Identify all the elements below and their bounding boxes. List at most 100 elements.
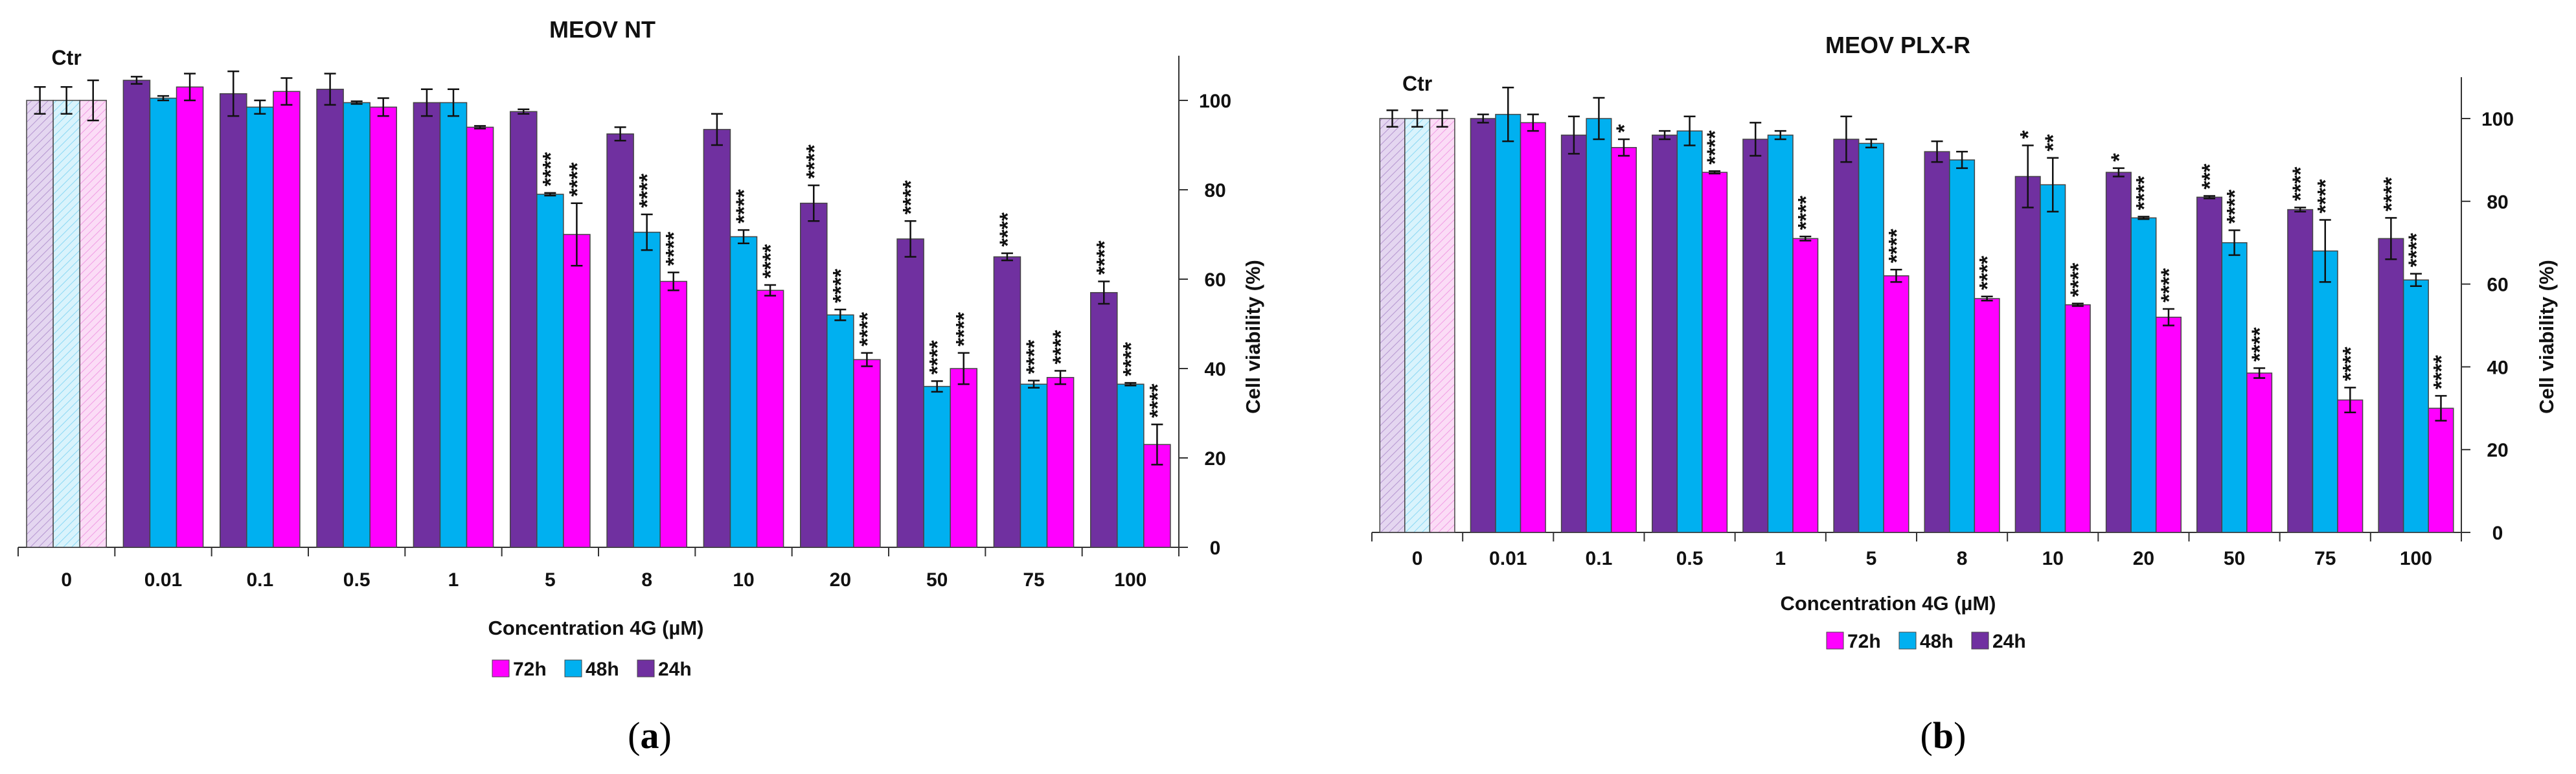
chart-b-x-tick-label: 5: [1866, 548, 1877, 569]
chart-a-errorbar-24h-3: [324, 73, 336, 106]
chart-b-bar-72h-3: [1702, 172, 1728, 533]
chart-a-sig-48h-5: ****: [538, 152, 563, 187]
chart-a-errorbar-24h-5: [518, 108, 530, 115]
chart-b-y-tick-label: 60: [2487, 275, 2508, 296]
chart-b-errorbar-48h-4: [1774, 130, 1786, 141]
chart-a-legend-label-24h: 24h: [658, 659, 692, 680]
chart-a-caption: (a): [628, 714, 672, 757]
chart-b-errorbar-72h-4: [1799, 235, 1812, 242]
chart-b-bar-72h-9: [2246, 372, 2273, 533]
chart-b-y-tick-label: 80: [2487, 192, 2508, 213]
chart-a-bar-24h-2: [219, 93, 247, 548]
chart-b-legend-item-48h: 48h: [1898, 631, 1954, 652]
chart-a-bar-24h-3: [316, 89, 344, 548]
chart-b-bar-48h-10: [2312, 250, 2338, 533]
chart-b-sig-24h-8: *: [2107, 153, 2132, 162]
chart-a-bar-72h-10: [1046, 377, 1075, 548]
chart-a-bar-48h-0: [52, 100, 80, 548]
chart-b-errorbar-72h-10: [2344, 387, 2356, 413]
chart-b-x-tick-label: 100: [2400, 548, 2432, 569]
chart-a-bar-48h-3: [343, 102, 370, 548]
chart-a-xlabel: Concentration 4G (µM): [488, 617, 703, 639]
chart-b-bar-48h-4: [1767, 134, 1794, 533]
chart-a-title: MEOV NT: [549, 16, 655, 43]
chart-b-legend-swatch-72h: [1826, 632, 1844, 650]
chart-a-errorbar-24h-6: [614, 126, 626, 142]
chart-b-y-tick-label: 0: [2492, 523, 2503, 544]
chart-a-y-tick-label: 0: [1210, 538, 1221, 559]
chart-a-sig-72h-5: ****: [565, 162, 589, 197]
chart-b-bar-24h-1: [1470, 118, 1496, 533]
chart-b-errorbar-24h-5: [1840, 115, 1852, 163]
chart-b-sig-72h-5: ****: [1884, 229, 1909, 264]
chart-b-sig-48h-11: ****: [2404, 233, 2429, 267]
chart-a-bar-24h-10: [993, 256, 1021, 548]
chart-b-sig-48h-9: ****: [2223, 189, 2248, 224]
chart-a-bar-72h-3: [369, 106, 398, 548]
chart-b-sig-72h-7: ****: [2066, 262, 2091, 297]
chart-a-sig-72h-10: ****: [1049, 330, 1073, 365]
chart-b-errorbar-48h-3: [1683, 115, 1696, 146]
chart-a-errorbar-48h-8: [834, 308, 847, 321]
chart-b-errorbar-48h-8: [2137, 216, 2150, 220]
chart-a-ylabel: Cell viability (%): [1242, 260, 1264, 414]
chart-b-errorbar-48h-10: [2319, 219, 2331, 283]
chart-b-errorbar-72h-8: [2162, 308, 2174, 326]
chart-b-bar-72h-7: [2064, 304, 2091, 533]
chart-b-xlabel: Concentration 4G (µM): [1780, 592, 1996, 615]
chart-a-sig-24h-11: ****: [1092, 240, 1117, 275]
chart-a-bar-72h-9: [950, 368, 978, 548]
chart-b-errorbar-24h-1: [1477, 113, 1489, 124]
chart-b-bar-48h-3: [1676, 130, 1703, 533]
chart-b-bar-24h-8: [2105, 172, 2132, 533]
chart-b-errorbar-72h-5: [1890, 268, 1902, 283]
chart-b-x-tick-label: 1: [1775, 548, 1786, 569]
chart-b-caption-letter: b: [1933, 714, 1954, 757]
chart-a-errorbar-72h-10: [1054, 370, 1067, 385]
chart-a-bar-48h-11: [1117, 383, 1145, 548]
chart-b-x-tick-label: 75: [2314, 548, 2336, 569]
chart-a-x-tick-label: 8: [641, 569, 652, 591]
chart-a-errorbar-48h-4: [448, 88, 459, 117]
chart-a-bar-48h-1: [149, 97, 177, 548]
chart-a-x-tick-label: 1: [448, 569, 459, 591]
chart-a-legend: 72h 48h 24h: [492, 659, 692, 680]
chart-b-bar-48h-11: [2402, 279, 2429, 533]
chart-b-legend-swatch-24h: [1971, 632, 1989, 650]
chart-b-legend-label-72h: 72h: [1847, 631, 1881, 652]
chart-a-bar-48h-9: [923, 385, 951, 548]
chart-b-ylabel: Cell viability (%): [2535, 260, 2558, 414]
chart-b-bar-72h-2: [1610, 146, 1637, 533]
chart-b-x-tick-label: 0: [1412, 548, 1423, 569]
chart-b-sig-72h-8: ****: [2157, 267, 2182, 302]
chart-b-bar-48h-0: [1404, 118, 1431, 533]
chart-a-x-tick-label: 0: [61, 569, 72, 591]
chart-b-bar-24h-4: [1742, 139, 1769, 533]
chart-a-errorbar-72h-0: [87, 79, 99, 122]
chart-b-bar-48h-9: [2221, 242, 2248, 533]
chart-a-errorbar-48h-10: [1028, 380, 1040, 389]
chart-a-x-tick-label: 5: [545, 569, 556, 591]
chart-a-bar-72h-4: [466, 126, 494, 548]
chart-b-errorbar-48h-1: [1502, 86, 1514, 142]
chart-a-legend-swatch-72h: [492, 659, 510, 677]
chart-a-errorbar-24h-7: [711, 113, 723, 146]
chart-a-sig-48h-10: ****: [1022, 339, 1047, 374]
chart-a-bar-48h-6: [633, 231, 661, 548]
chart-a-sig-48h-6: ****: [635, 173, 660, 208]
chart-a-bar-24h-4: [413, 102, 441, 548]
chart-b-sig-72h-9: ****: [2248, 327, 2272, 362]
chart-b-bar-48h-2: [1586, 118, 1612, 533]
chart-a-bar-72h-2: [273, 91, 301, 548]
chart-a-bar-48h-7: [729, 236, 758, 548]
chart-a-caption-letter: a: [641, 714, 659, 757]
chart-b-sig-72h-10: ****: [2338, 347, 2363, 381]
chart-b-sig-48h-7: **: [2041, 133, 2066, 151]
chart-b-legend-swatch-48h: [1898, 632, 1917, 650]
chart-b-x-tick-label: 20: [2133, 548, 2154, 569]
chart-b-x-tick-label: 0.1: [1586, 548, 1613, 569]
chart-a-errorbar-72h-7: [764, 284, 777, 297]
